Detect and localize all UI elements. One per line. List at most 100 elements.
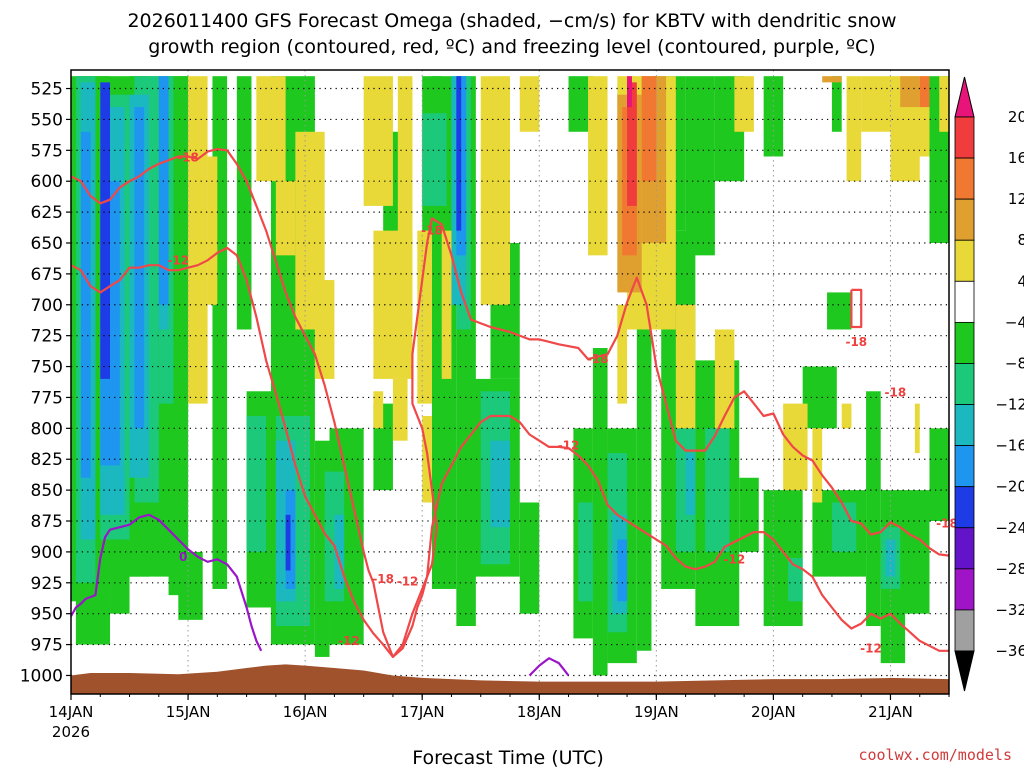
dgz-contour-label: -12 xyxy=(558,439,580,453)
shading-level-16 xyxy=(627,82,637,206)
y-tick-label: 750 xyxy=(31,358,63,378)
colorbar-tick-label: −8 xyxy=(1005,354,1024,372)
colorbar-bin xyxy=(954,321,975,364)
shade-cell xyxy=(617,304,628,404)
shade-cell xyxy=(641,76,657,182)
y-tick-label: 525 xyxy=(31,80,63,100)
chart-title-line-2: growth region (contoured, red, ºC) and f… xyxy=(148,36,875,58)
shade-cell xyxy=(831,76,842,132)
colorbar-bin xyxy=(954,527,975,570)
colorbar-bin xyxy=(954,609,975,652)
contour-labels: -18-18-18-18-18-18-18-12-12-12-12-12-120 xyxy=(167,151,958,656)
x-axis-title: Forecast Time (UTC) xyxy=(412,747,603,768)
y-tick-label: 950 xyxy=(31,605,63,625)
shading-level--24 xyxy=(100,76,462,571)
y-tick-label: 975 xyxy=(31,636,63,656)
colorbar-tick-label: −24 xyxy=(995,519,1024,537)
x-tick-sublabel: 2026 xyxy=(52,723,90,741)
colorbar-bin xyxy=(954,157,975,200)
colorbar-tick-label: 8 xyxy=(1017,231,1024,249)
shade-cell xyxy=(80,131,91,478)
shade-cell xyxy=(588,76,608,256)
x-tick-label: 19JAN xyxy=(634,703,679,721)
y-tick-label: 725 xyxy=(31,327,63,347)
freezing-level-line xyxy=(528,657,570,677)
shade-cell xyxy=(739,477,759,552)
shade-cell xyxy=(822,76,842,83)
colorbar-bin xyxy=(954,198,975,241)
colorbar-tick-label: 20 xyxy=(1008,108,1024,126)
colorbar-under-arrow xyxy=(954,650,975,692)
dgz-contour-label: -18 xyxy=(177,151,199,165)
y-axis: 525 550 575 600 625 650 675 700 725 750 775 800 825 8… xyxy=(20,80,71,686)
shade-cell xyxy=(846,76,862,182)
dgz-contour-label: -18 xyxy=(372,572,394,586)
shade-cell xyxy=(178,551,203,620)
shade-cell xyxy=(675,304,696,429)
shade-cell xyxy=(256,76,286,182)
shade-cell xyxy=(246,415,267,552)
shade-cell xyxy=(866,391,881,627)
shade-cell xyxy=(363,76,393,206)
contour-lines xyxy=(71,148,949,677)
shade-cell xyxy=(441,230,452,379)
y-tick-label: 775 xyxy=(31,388,63,408)
y-tick-label: 700 xyxy=(31,296,63,316)
shade-cell xyxy=(627,82,637,206)
y-tick-label: 625 xyxy=(31,203,63,223)
shade-cell xyxy=(422,113,447,206)
y-tick-label: 850 xyxy=(31,481,63,501)
credit-text: coolwx.com/models xyxy=(858,746,1012,764)
shade-cell xyxy=(939,76,949,132)
colorbar-tick-label: −36 xyxy=(995,642,1024,660)
x-tick-label: 21JAN xyxy=(868,703,913,721)
shade-cell xyxy=(812,428,823,503)
shade-cell xyxy=(519,76,540,132)
shade-cell xyxy=(885,539,896,577)
dgz-contour-label: -18 xyxy=(885,386,907,400)
colorbar: 20 16 12 8 4 −4 −8 −12 −16 −20 −24 −28 −32 −36 xyxy=(954,76,1024,692)
dgz-contour-label: -12 xyxy=(167,253,189,267)
shade-cell xyxy=(158,76,169,305)
y-tick-label: 550 xyxy=(31,110,63,130)
dgz-contour-label: -12 xyxy=(724,552,746,566)
shade-cell xyxy=(685,453,696,515)
shade-cell xyxy=(212,76,228,589)
dgz-contour-label: -18 xyxy=(587,352,609,366)
colorbar-tick-label: −32 xyxy=(995,601,1024,619)
dgz-contour-label: -18 xyxy=(936,516,958,530)
y-tick-label: 800 xyxy=(31,419,63,439)
shade-cell xyxy=(392,378,408,441)
shade-cell xyxy=(929,428,949,522)
shade-cell xyxy=(456,76,462,231)
shade-cell xyxy=(592,348,608,676)
shade-cell xyxy=(802,366,837,429)
dgz-contour-line xyxy=(71,148,949,658)
shade-cell xyxy=(480,76,510,305)
colorbar-bin xyxy=(954,363,975,405)
freezing-level-label: 0 xyxy=(179,550,187,564)
shade-cell xyxy=(207,156,218,305)
freezing-level-line xyxy=(71,513,263,652)
colorbar-tick-label: 4 xyxy=(1017,272,1024,290)
terrain-fill xyxy=(71,664,949,694)
y-tick-label: 825 xyxy=(31,450,63,470)
y-tick-label: 875 xyxy=(31,512,63,532)
shade-cell xyxy=(788,558,803,602)
y-tick-label: 900 xyxy=(31,543,63,563)
x-tick-label: 15JAN xyxy=(166,703,211,721)
x-tick-label: 20JAN xyxy=(751,703,796,721)
shade-cell xyxy=(900,76,920,108)
shade-cell xyxy=(617,539,628,602)
colorbar-tick-label: −28 xyxy=(995,560,1024,578)
colorbar-bin xyxy=(954,280,975,323)
shade-cell xyxy=(685,76,715,256)
x-tick-label: 16JAN xyxy=(283,703,328,721)
dgz-contour-label: -12 xyxy=(860,641,882,655)
shade-cell xyxy=(578,502,593,602)
y-tick-label: 600 xyxy=(31,172,63,192)
colorbar-tick-label: 16 xyxy=(1008,149,1024,167)
colorbar-tick-label: −12 xyxy=(995,396,1024,414)
shade-cell xyxy=(334,514,345,589)
colorbar-tick-label: −16 xyxy=(995,437,1024,455)
